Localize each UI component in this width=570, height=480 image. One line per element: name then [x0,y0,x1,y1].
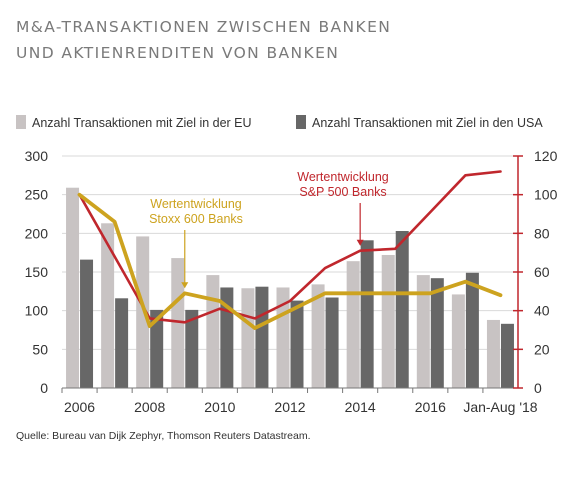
x-tick-label: 2012 [274,399,305,415]
y-right-tick-label: 40 [534,303,550,319]
x-tick-label: 2016 [415,399,446,415]
bar-us [430,278,444,388]
bar-us [360,240,374,388]
bar-us [255,286,269,388]
y-left-tick-label: 200 [25,225,49,241]
bar-us [325,297,339,388]
annotation-arrowhead [356,239,364,246]
bar-us [465,272,479,388]
bars [66,187,514,388]
annotation-label: S&P 500 Banks [299,185,386,199]
y-right-tick-label: 20 [534,341,550,357]
chart-title-line-2: UND AKTIENRENDITEN VON BANKEN [16,44,340,62]
bar-us [150,309,164,388]
bar-eu [416,275,430,388]
bar-us [115,298,129,388]
y-left-tick-label: 0 [40,380,48,396]
x-tick-label: 2008 [134,399,165,415]
bar-eu [451,294,465,388]
bar-eu [171,258,185,388]
bar-us [80,259,94,388]
y-right-tick-label: 60 [534,264,550,280]
y-right-tick-label: 0 [534,380,542,396]
annotation-arrowhead [181,282,189,289]
chart-title: M&A-TRANSAKTIONEN ZWISCHEN BANKEN UND AK… [16,14,391,66]
y-right-tick-label: 80 [534,225,550,241]
bar-us [290,300,304,388]
bar-eu [206,275,220,388]
line-sp500-banks [78,170,502,324]
gridlines [62,155,518,350]
legend-swatch-eu [16,115,26,129]
legend-label-us: Anzahl Transaktionen mit Ziel in den USA [312,116,543,130]
legend-label-eu: Anzahl Transaktionen mit Ziel in der EU [32,116,252,130]
bar-us [500,323,514,388]
bar-eu [66,187,80,388]
x-tick-label: 2014 [345,399,376,415]
y-right-tick-label: 120 [534,148,558,164]
annotation-label: Wertentwicklung [150,197,242,211]
y-left-tick-label: 150 [25,264,49,280]
lines [77,170,503,331]
y-left-tick-label: 50 [32,341,48,357]
bar-eu [311,284,325,388]
line-stoxx600-banks [77,192,503,331]
bar-eu [486,319,500,388]
axes: 0 50 100 150 200 250 300 0 20 40 60 80 100 120 2006 200… [25,148,558,415]
bar-us [185,309,199,388]
bar-eu [346,261,360,388]
source-note: Quelle: Bureau van Dijk Zephyr, Thomson … [16,430,311,442]
annotation-label: Stoxx 600 Banks [149,212,243,226]
annotation-label: Wertentwicklung [297,170,389,184]
chart-title-line-1: M&A-TRANSAKTIONEN ZWISCHEN BANKEN [16,18,392,36]
bar-eu [101,223,115,388]
bar-eu [241,288,255,388]
legend-swatch-us [296,115,306,129]
x-tick-label: 2006 [64,399,95,415]
bar-eu [381,254,395,388]
bar-eu [136,236,150,388]
y-right-tick-label: 100 [534,187,558,203]
x-tick-label: 2010 [204,399,235,415]
y-left-tick-label: 250 [25,187,49,203]
bar-us [395,231,409,388]
legend: Anzahl Transaktionen mit Ziel in der EU … [16,115,543,130]
y-left-tick-label: 100 [25,303,49,319]
y-left-tick-label: 300 [25,148,49,164]
x-tick-label: Jan-Aug '18 [463,399,537,415]
